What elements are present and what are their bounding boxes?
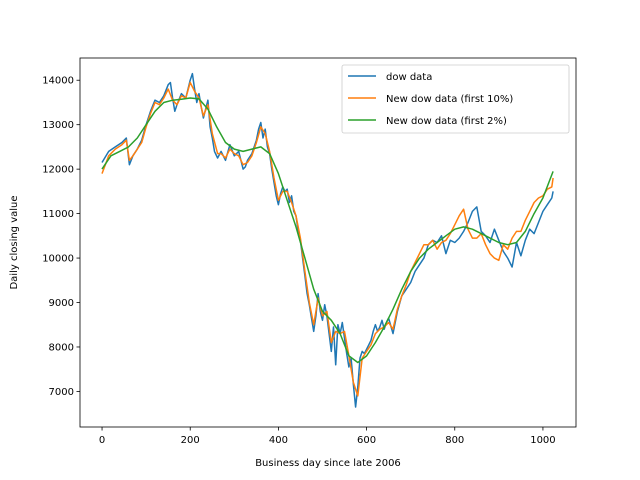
x-tick-label: 400 (269, 435, 288, 446)
y-tick-label: 11000 (42, 209, 74, 220)
x-tick-label: 200 (181, 435, 200, 446)
x-tick-label: 600 (357, 435, 376, 446)
legend-box (341, 64, 570, 134)
y-axis-label: Daily closing value (9, 195, 20, 289)
legend-entry-3: New dow data (first 2%) (386, 116, 507, 127)
series-line-3 (101, 97, 554, 364)
y-tick-label: 9000 (49, 298, 74, 309)
x-axis-ticks: 0 200 400 600 800 1000 (99, 427, 556, 446)
x-axis-label: Business day since late 2006 (255, 458, 401, 469)
x-tick-label: 0 (99, 435, 105, 446)
y-tick-label: 14000 (42, 76, 74, 87)
legend: dow data New dow data (first 10%) New dow … (341, 64, 570, 134)
x-tick-label: 800 (445, 435, 464, 446)
axes-frame (79, 57, 577, 428)
y-tick-label: 10000 (42, 254, 74, 265)
legend-entry-2: New dow data (first 10%) (386, 94, 513, 105)
y-axis-ticks: 7000 8000 9000 10000 11000 12000 13000 14000 (42, 76, 80, 398)
series-layer (101, 72, 554, 408)
y-tick-label: 8000 (49, 342, 74, 353)
legend-entry-1: dow data (386, 72, 432, 83)
x-tick-label: 1000 (530, 435, 555, 446)
y-tick-label: 7000 (49, 387, 74, 398)
y-tick-label: 13000 (42, 120, 74, 131)
y-tick-label: 12000 (42, 165, 74, 176)
